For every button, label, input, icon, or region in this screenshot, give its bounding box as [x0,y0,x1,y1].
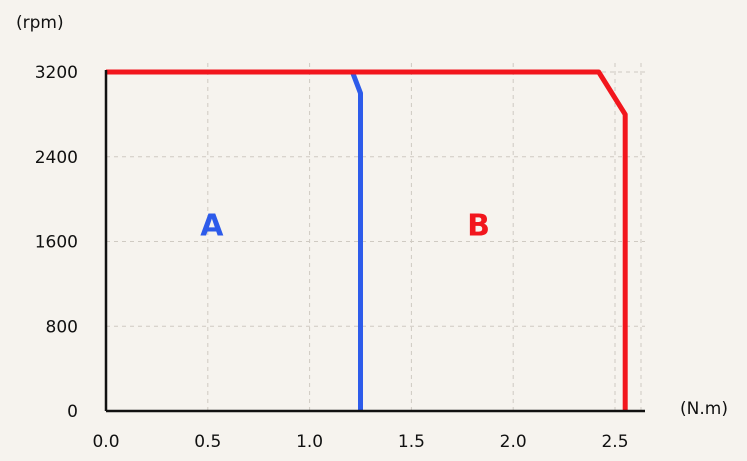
y-axis-label: (rpm) [16,13,64,33]
x-tick-label: 2.5 [601,432,628,452]
region-label-b: B [467,209,490,244]
series-lines [106,69,628,411]
axes [104,70,645,413]
region-label-a: A [200,209,224,244]
y-tick-label: 3200 [35,63,78,83]
tick-labels: 0.0 0.5 1.0 1.5 2.0 2.5 0 800 1600 2400 3200 [35,63,629,452]
y-tick-label: 1600 [35,233,78,253]
x-tick-label: 1.5 [398,432,425,452]
x-tick-label: 0.0 [92,432,119,452]
x-tick-label: 2.0 [500,432,527,452]
grid [106,62,645,411]
series-line-b [106,69,628,411]
x-tick-label: 1.0 [296,432,323,452]
x-tick-label: 0.5 [194,432,221,452]
y-tick-label: 2400 [35,148,78,168]
series-line-a [350,71,363,411]
y-tick-label: 800 [46,317,78,337]
y-tick-label: 0 [67,402,78,422]
x-axis-label: (N.m) [680,399,728,419]
